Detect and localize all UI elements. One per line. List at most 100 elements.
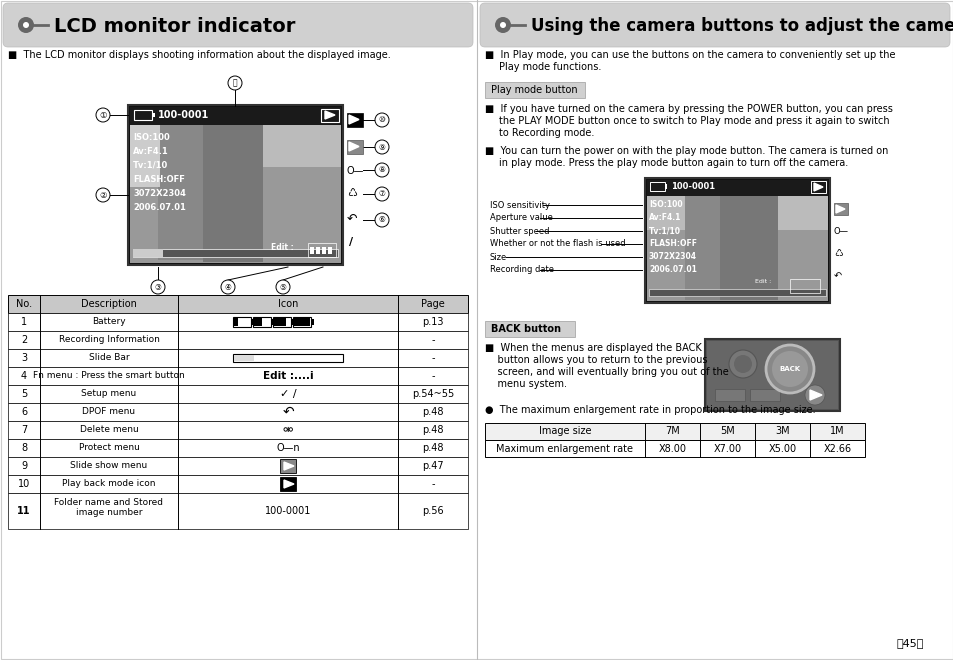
Bar bbox=[664, 184, 666, 189]
Text: Page: Page bbox=[420, 299, 444, 309]
Bar bbox=[484, 321, 575, 337]
Text: ⑧: ⑧ bbox=[378, 166, 385, 174]
Bar bbox=[714, 389, 744, 401]
Text: 5: 5 bbox=[21, 389, 27, 399]
Text: p.47: p.47 bbox=[422, 461, 443, 471]
Bar bbox=[203, 120, 263, 262]
Text: Av:F4.1: Av:F4.1 bbox=[648, 213, 680, 222]
Text: O—: O— bbox=[347, 166, 364, 176]
FancyBboxPatch shape bbox=[479, 3, 949, 47]
Bar bbox=[253, 318, 262, 326]
Text: to Recording mode.: to Recording mode. bbox=[498, 128, 594, 138]
Text: 3072X2304: 3072X2304 bbox=[648, 252, 697, 261]
Text: p.48: p.48 bbox=[422, 425, 443, 435]
Text: image number: image number bbox=[75, 508, 142, 517]
Bar bbox=[158, 125, 213, 260]
Text: Edit :....i: Edit :....i bbox=[262, 371, 313, 381]
Bar bbox=[328, 247, 332, 254]
Bar bbox=[233, 318, 237, 326]
Text: 2006.07.01: 2006.07.01 bbox=[648, 265, 696, 274]
Text: Recording Information: Recording Information bbox=[58, 335, 159, 345]
Text: 1: 1 bbox=[21, 317, 27, 327]
Polygon shape bbox=[349, 115, 358, 124]
Text: 〄45々: 〄45々 bbox=[896, 638, 923, 648]
Text: 6: 6 bbox=[21, 407, 27, 417]
Text: Size: Size bbox=[490, 253, 507, 261]
Bar bbox=[484, 440, 864, 457]
Text: Folder name and Stored: Folder name and Stored bbox=[54, 498, 163, 507]
Bar bbox=[130, 107, 340, 167]
Text: 9: 9 bbox=[21, 461, 27, 471]
Text: 100-0001: 100-0001 bbox=[265, 506, 311, 516]
Bar bbox=[233, 354, 343, 362]
Bar bbox=[251, 319, 253, 325]
Bar bbox=[320, 109, 338, 122]
Bar bbox=[706, 341, 837, 409]
Text: Protect menu: Protect menu bbox=[78, 444, 139, 453]
Text: LCD monitor indicator: LCD monitor indicator bbox=[54, 16, 295, 36]
Circle shape bbox=[771, 351, 807, 387]
Text: Image size: Image size bbox=[538, 426, 591, 436]
Bar bbox=[128, 105, 343, 265]
Text: 2006.07.01: 2006.07.01 bbox=[132, 203, 186, 212]
Bar bbox=[8, 367, 468, 385]
Circle shape bbox=[733, 355, 751, 373]
Bar bbox=[294, 318, 310, 326]
Text: p.48: p.48 bbox=[422, 407, 443, 417]
Circle shape bbox=[96, 108, 110, 122]
Text: ISO:100: ISO:100 bbox=[132, 133, 170, 142]
Text: ↶: ↶ bbox=[347, 213, 357, 226]
Circle shape bbox=[18, 17, 34, 33]
Text: 7: 7 bbox=[21, 425, 27, 435]
Bar bbox=[749, 389, 780, 401]
Polygon shape bbox=[809, 390, 821, 400]
Bar bbox=[130, 107, 340, 263]
Bar bbox=[132, 249, 337, 257]
Bar bbox=[704, 339, 840, 411]
Circle shape bbox=[728, 350, 757, 378]
Text: Icon: Icon bbox=[277, 299, 298, 309]
Bar bbox=[271, 319, 274, 325]
Text: 2: 2 bbox=[21, 335, 27, 345]
Bar bbox=[311, 319, 314, 325]
Circle shape bbox=[96, 188, 110, 202]
Circle shape bbox=[275, 280, 290, 294]
Polygon shape bbox=[813, 183, 822, 191]
Text: Maximum enlargement rate: Maximum enlargement rate bbox=[496, 444, 633, 453]
Polygon shape bbox=[284, 462, 294, 470]
Text: 100-0001: 100-0001 bbox=[670, 182, 715, 191]
Bar bbox=[644, 178, 829, 303]
Text: menu system.: menu system. bbox=[484, 379, 566, 389]
Text: X5.00: X5.00 bbox=[767, 444, 796, 453]
Circle shape bbox=[765, 345, 813, 393]
Text: ⑨: ⑨ bbox=[378, 143, 385, 152]
Text: ⑩: ⑩ bbox=[378, 115, 385, 125]
Text: X7.00: X7.00 bbox=[713, 444, 740, 453]
Text: -: - bbox=[431, 335, 435, 345]
Text: ⑤: ⑤ bbox=[279, 282, 286, 292]
Circle shape bbox=[375, 163, 389, 177]
Text: ⑥: ⑥ bbox=[378, 216, 385, 224]
Circle shape bbox=[23, 22, 29, 28]
Bar bbox=[253, 317, 271, 327]
Text: button allows you to return to the previous: button allows you to return to the previ… bbox=[484, 355, 707, 365]
Text: screen, and will eventually bring you out of the: screen, and will eventually bring you ou… bbox=[484, 367, 728, 377]
Text: Aperture value: Aperture value bbox=[490, 213, 553, 222]
Bar bbox=[8, 349, 468, 367]
Text: p.54~55: p.54~55 bbox=[412, 389, 454, 399]
Bar bbox=[133, 110, 152, 120]
Bar bbox=[484, 82, 584, 98]
Circle shape bbox=[375, 140, 389, 154]
Text: 10: 10 bbox=[18, 479, 30, 489]
Bar bbox=[8, 493, 468, 529]
Bar bbox=[8, 457, 468, 475]
Text: -: - bbox=[431, 353, 435, 363]
Text: Play back mode icon: Play back mode icon bbox=[62, 480, 155, 488]
Text: X8.00: X8.00 bbox=[658, 444, 686, 453]
Bar bbox=[280, 477, 295, 491]
Bar bbox=[322, 247, 326, 254]
Text: ♺: ♺ bbox=[833, 248, 841, 258]
Bar bbox=[8, 295, 468, 313]
Circle shape bbox=[495, 17, 511, 33]
Text: ⚮: ⚮ bbox=[282, 424, 293, 436]
